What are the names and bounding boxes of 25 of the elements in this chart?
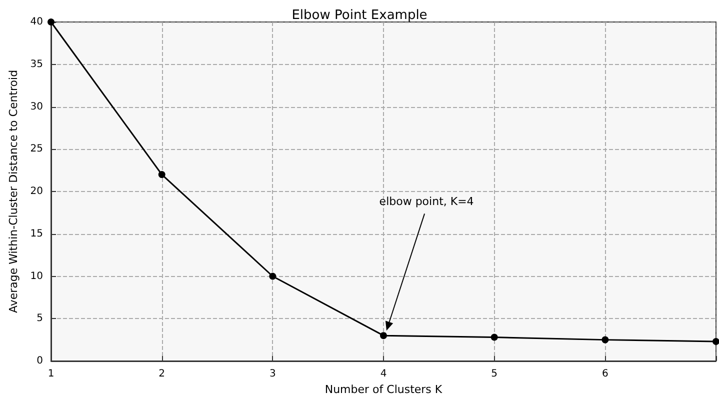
y-axis-title: Average Within-Cluster Distance to Centroid [7, 70, 20, 314]
chart-title: Elbow Point Example [292, 8, 428, 23]
point [269, 272, 276, 280]
y-tick-label: 15 [30, 228, 43, 240]
point [602, 336, 609, 344]
point [158, 171, 166, 178]
y-tick-label: 25 [30, 144, 43, 155]
y-tick-label: 30 [30, 101, 43, 112]
x-tick-label: 1 [48, 368, 54, 380]
y-tick-label: 10 [30, 270, 43, 282]
x-tick-label: 2 [158, 368, 166, 380]
y-tick-label: 35 [30, 58, 43, 70]
y-tick-label: 5 [36, 313, 43, 324]
x-tick-label: 4 [380, 368, 387, 380]
x-tick-label: 6 [602, 368, 608, 380]
annotation: elbow point, K=4 [379, 195, 474, 208]
point [712, 338, 719, 346]
x-tick-label: 5 [491, 368, 498, 380]
y-tick-label: 20 [30, 186, 43, 197]
x-tick-label: 3 [269, 368, 276, 380]
x-axis-title: Number of Clusters K [324, 382, 443, 396]
point [490, 334, 498, 341]
y-tick-label: 40 [30, 16, 43, 28]
y-tick-label: 0 [36, 356, 43, 366]
point [380, 332, 387, 340]
